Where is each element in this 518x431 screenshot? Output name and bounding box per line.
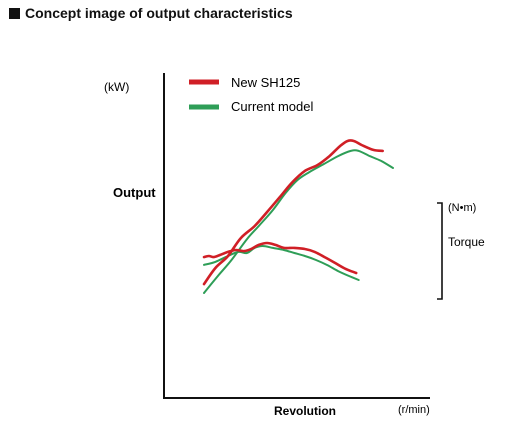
figure-title-text: Concept image of output characteristics — [25, 5, 293, 21]
y-axis-label: Output — [113, 185, 156, 200]
torque-bracket — [437, 202, 443, 300]
title-square-icon — [9, 7, 20, 19]
y-unit-right-label: (N•m) — [448, 202, 476, 214]
torque-label: Torque — [448, 235, 485, 249]
legend-label-current-model: Current model — [231, 99, 313, 114]
torque-line-new-sh125 — [202, 241, 358, 275]
torque-line-current-model — [203, 245, 360, 281]
x-axis-label: Revolution — [274, 404, 336, 418]
x-unit-label: (r/min) — [398, 404, 430, 416]
figure-title: Concept image of output characteristics — [9, 5, 293, 21]
plot-lines — [202, 139, 394, 294]
output-line-new-sh125 — [202, 139, 384, 286]
legend: New SH125 Current model — [189, 75, 313, 114]
legend-label-new-sh125: New SH125 — [231, 75, 300, 90]
output-line-current-model — [203, 149, 394, 294]
y-unit-left-label: (kW) — [104, 80, 129, 94]
